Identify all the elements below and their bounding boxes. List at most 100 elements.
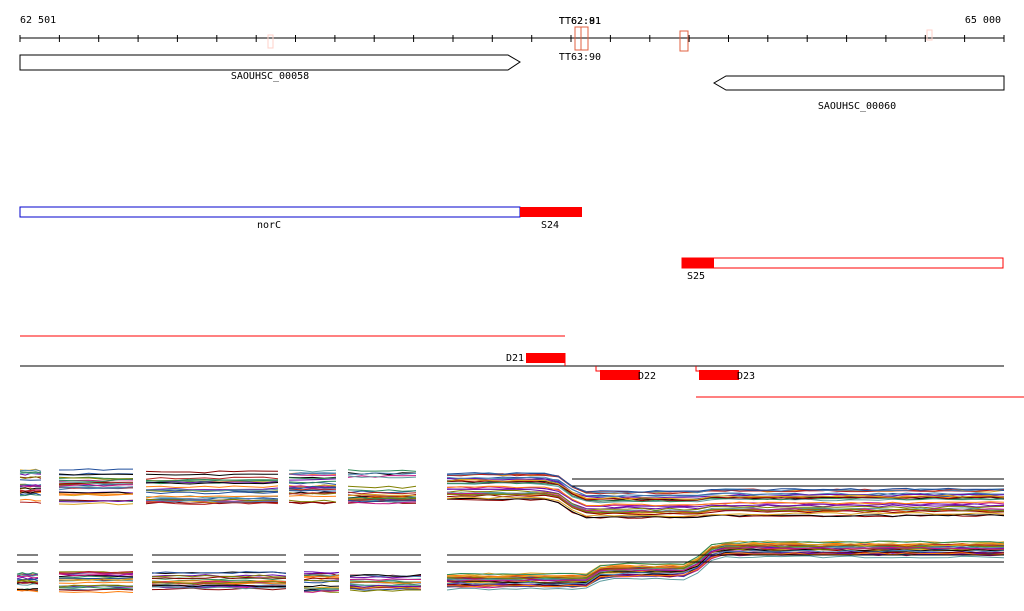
- expression-profile-line: [58, 584, 134, 588]
- expression-profile-line: [288, 492, 337, 495]
- expression-profile-line: [145, 480, 279, 484]
- segment-s25-outline[interactable]: [681, 257, 1004, 269]
- expression-profile-line: [145, 491, 279, 495]
- expression-profile-line: [347, 475, 417, 479]
- expression-profile-line: [145, 501, 279, 505]
- expression-profile-line: [347, 498, 417, 502]
- expression-profile-line: [303, 576, 340, 580]
- expression-profile-line: [349, 584, 422, 588]
- expression-profile-line: [288, 473, 337, 476]
- expression-profile-line: [19, 489, 42, 492]
- expression-profile-line: [347, 496, 417, 500]
- expression-profile-line: [145, 488, 279, 492]
- expression-profile-line: [288, 472, 337, 475]
- expression-profile-line: [446, 485, 1005, 507]
- expression-profile-line: [349, 580, 422, 583]
- expression-profile-line: [151, 576, 287, 580]
- operon-norc[interactable]: [19, 206, 521, 218]
- expression-profile-line: [145, 499, 279, 503]
- expression-profile-line: [349, 578, 422, 581]
- gene-track[interactable]: SAOUHSC_00058 SAOUHSC_00060: [19, 54, 1005, 112]
- expression-profile-line: [145, 479, 279, 482]
- expression-profile-line: [288, 486, 337, 489]
- expression-profile-line: [145, 489, 279, 493]
- expression-profile-line: [288, 488, 337, 491]
- segment-d23-label: D23: [737, 371, 755, 382]
- segment-d23-connector: [695, 366, 699, 372]
- expression-profile-line: [446, 496, 1005, 518]
- expression-profile-line: [446, 549, 1005, 585]
- expression-profile-line: [288, 494, 337, 498]
- expression-profile-line: [446, 544, 1005, 580]
- expression-profile-line: [58, 493, 134, 496]
- expression-profile-line: [446, 548, 1005, 584]
- expression-profile-line: [350, 581, 422, 584]
- expression-profile-line: [288, 499, 337, 503]
- expression-profile-line: [446, 551, 1005, 587]
- gene-arrow-reverse[interactable]: [713, 75, 1005, 91]
- expression-profile-line: [446, 487, 1005, 509]
- segment-d23[interactable]: [699, 370, 739, 380]
- terminator-label-below: TT63:90: [559, 52, 601, 63]
- expression-profile-line: [288, 501, 337, 505]
- expression-profile-line: [58, 574, 134, 578]
- expression-profile-line: [19, 469, 42, 472]
- expression-profile-line: [349, 587, 422, 591]
- expression-profile-line: [151, 571, 287, 574]
- expression-profile-line: [145, 501, 279, 505]
- faint-marker-1[interactable]: [267, 34, 274, 49]
- expression-profile-line: [349, 583, 422, 586]
- expression-profile-line: [58, 491, 134, 495]
- expression-profile-line: [58, 573, 134, 577]
- expression-profile-track-1: [19, 468, 1005, 519]
- expression-profile-line: [19, 485, 42, 488]
- expression-profile-line: [58, 483, 134, 487]
- expression-profile-line: [19, 501, 42, 504]
- expression-profile-line: [446, 555, 1005, 591]
- expression-profile-line: [58, 481, 134, 485]
- terminator-label-a: TT62:81: [559, 16, 601, 27]
- expression-profile-line: [58, 500, 134, 503]
- segment-s24[interactable]: [520, 207, 582, 217]
- expression-profile-line: [446, 540, 1005, 576]
- segment-d22[interactable]: [600, 370, 640, 380]
- expression-profile-line: [58, 468, 133, 471]
- gene-arrow-forward[interactable]: [19, 54, 521, 71]
- expression-profile-line: [288, 477, 337, 480]
- segment-s25[interactable]: [682, 258, 714, 268]
- expression-profile-line: [288, 478, 337, 481]
- expression-profile-line: [151, 584, 287, 588]
- expression-profile-line: [19, 498, 41, 502]
- expression-profile-line: [288, 469, 337, 473]
- expression-profile-line: [151, 580, 287, 583]
- expression-profile-line: [347, 494, 417, 497]
- terminator-box-2[interactable]: [679, 30, 689, 52]
- expression-profile-line: [303, 579, 340, 583]
- expression-profile-line: [58, 473, 134, 476]
- faint-marker-2[interactable]: [926, 29, 933, 41]
- segment-d22-label: D22: [638, 371, 656, 382]
- expression-profile-line: [348, 472, 417, 475]
- expression-profile-line: [16, 581, 39, 585]
- expression-profile-line: [58, 590, 134, 594]
- expression-profile-line: [151, 587, 287, 591]
- expression-profile-line: [145, 473, 279, 477]
- expression-profile-line: [58, 502, 134, 506]
- expression-profile-track-2: [16, 540, 1005, 594]
- expression-profile-line: [347, 469, 417, 472]
- expression-profile-line: [446, 488, 1005, 510]
- expression-profile-line: [58, 486, 134, 489]
- expression-profile-line: [16, 579, 39, 583]
- segment-d21[interactable]: [526, 353, 565, 363]
- expression-profile-line: [347, 489, 417, 492]
- terminator-markers[interactable]: TT62:81 TT62:91 TT63:90: [267, 16, 933, 63]
- expression-profile-line: [447, 543, 1005, 579]
- diff-track[interactable]: D21 D22 D23: [20, 335, 1024, 398]
- segment-track[interactable]: norC S24 S25: [19, 206, 1004, 282]
- expression-profile-line: [347, 496, 417, 500]
- expression-profile-line: [347, 499, 417, 503]
- expression-profile-line: [16, 575, 39, 579]
- expression-profile-line: [446, 546, 1005, 582]
- expression-profile-line: [145, 487, 279, 491]
